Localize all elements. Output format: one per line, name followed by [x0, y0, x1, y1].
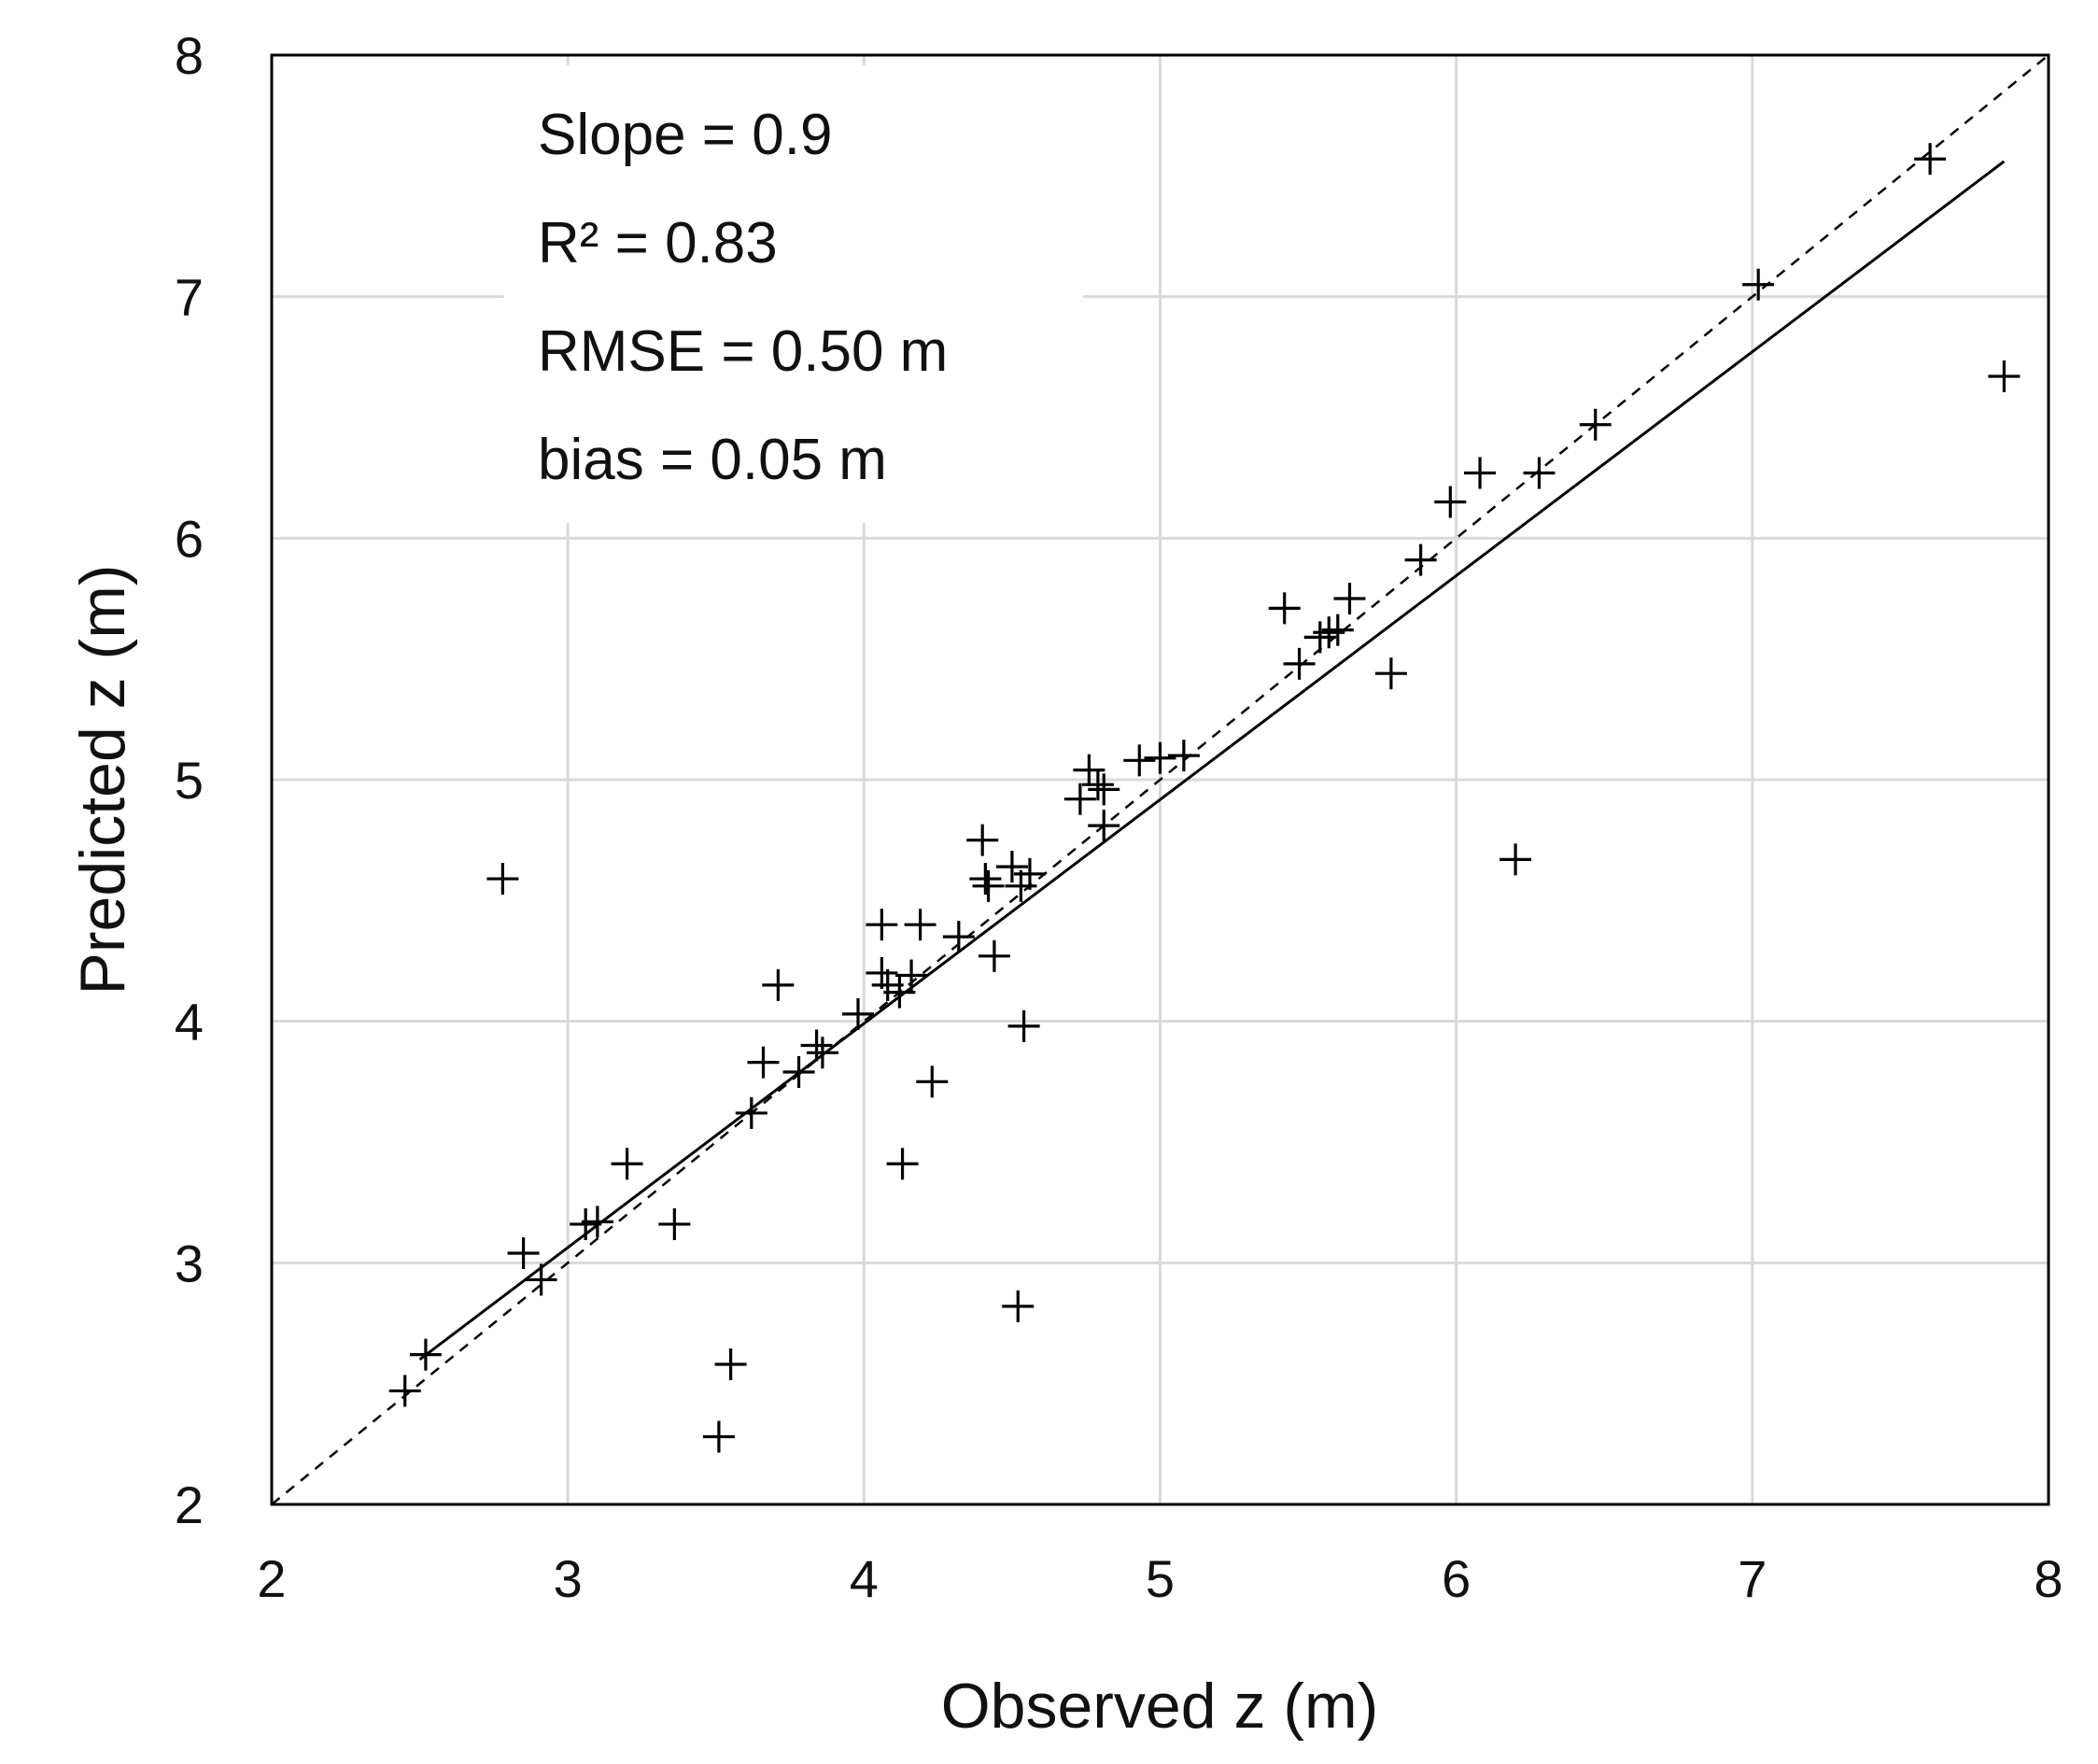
- data-points: [388, 143, 2021, 1453]
- data-point-53: [1434, 486, 1467, 518]
- y-tick-label-4: 4: [175, 993, 204, 1051]
- data-point-25: [904, 909, 936, 941]
- data-point-13: [747, 1046, 780, 1079]
- data-point-37: [1063, 783, 1096, 815]
- data-point-29: [969, 863, 1002, 896]
- data-point-36: [1013, 857, 1046, 890]
- data-point-50: [1333, 583, 1366, 614]
- data-point-40: [1088, 773, 1120, 806]
- data-point-55: [1500, 843, 1532, 876]
- data-point-4: [507, 1236, 540, 1269]
- stats-annotation: Slope = 0.9 R² = 0.83 RMSE = 0.50 m bias…: [538, 103, 948, 492]
- data-point-27: [942, 921, 975, 953]
- data-point-38: [1073, 754, 1105, 786]
- x-tick-label-5: 5: [1146, 1549, 1175, 1608]
- y-tick-label-2: 2: [175, 1475, 204, 1534]
- data-point-45: [1268, 592, 1301, 625]
- y-tick-label-8: 8: [175, 26, 204, 85]
- x-tick-label-7: 7: [1738, 1549, 1767, 1608]
- data-point-14: [762, 968, 795, 1001]
- data-point-56: [1523, 457, 1556, 489]
- data-point-15: [782, 1055, 815, 1088]
- data-point-31: [978, 939, 1010, 972]
- data-point-43: [1144, 741, 1176, 774]
- y-tick-label-7: 7: [175, 268, 204, 327]
- plot-frame: [270, 53, 2050, 1506]
- data-point-57: [1579, 408, 1612, 441]
- data-point-47: [1303, 621, 1336, 654]
- data-point-28: [966, 824, 999, 856]
- data-point-8: [611, 1148, 643, 1180]
- x-tick-label-2: 2: [257, 1549, 286, 1608]
- stat-r2: R² = 0.83: [538, 211, 778, 275]
- data-point-39: [1081, 769, 1114, 801]
- stat-rmse: RMSE = 0.50 m: [538, 319, 948, 384]
- reference-lines: [271, 54, 2049, 1505]
- data-point-42: [1123, 744, 1156, 777]
- data-point-10: [702, 1420, 735, 1453]
- data-point-11: [714, 1348, 747, 1380]
- data-point-20: [866, 909, 898, 941]
- data-point-33: [1002, 1290, 1035, 1322]
- data-point-46: [1283, 647, 1316, 680]
- data-point-17: [806, 1037, 838, 1069]
- data-point-59: [1914, 143, 1947, 176]
- data-point-34: [1005, 869, 1037, 902]
- y-axis-title: Predicted z (m): [67, 565, 138, 995]
- data-point-2: [409, 1338, 442, 1371]
- stats-box-background: [504, 65, 1083, 374]
- stat-bias: bias = 0.05 m: [538, 428, 887, 492]
- x-tick-labels: 2 3 4 5 6 7 8: [257, 1549, 2063, 1608]
- data-point-7: [581, 1206, 613, 1238]
- data-point-30: [972, 869, 1005, 902]
- y-tick-label-3: 3: [175, 1234, 204, 1292]
- stat-slope: Slope = 0.9: [538, 103, 832, 167]
- x-tick-label-4: 4: [850, 1549, 879, 1608]
- y-tick-labels: 2 3 4 5 6 7 8: [175, 26, 204, 1534]
- data-point-54: [1464, 457, 1497, 489]
- one-to-one-line: [271, 54, 2049, 1505]
- data-point-49: [1321, 614, 1354, 646]
- regression-line: [418, 160, 2006, 1361]
- x-tick-label-6: 6: [1442, 1549, 1471, 1608]
- data-point-3: [486, 863, 519, 896]
- data-point-44: [1167, 740, 1200, 772]
- data-point-9: [658, 1207, 691, 1240]
- x-axis-title: Observed z (m): [941, 1671, 1379, 1742]
- stats-box-background-lower: [523, 374, 896, 523]
- data-point-23: [886, 1148, 919, 1180]
- data-point-22: [883, 976, 916, 1009]
- y-tick-label-6: 6: [175, 509, 204, 568]
- data-point-60: [1988, 360, 2021, 393]
- data-point-24: [895, 959, 928, 992]
- data-point-52: [1404, 543, 1437, 576]
- y-tick-label-5: 5: [175, 751, 204, 810]
- x-tick-label-8: 8: [2034, 1549, 2063, 1608]
- data-point-26: [916, 1065, 949, 1098]
- data-point-51: [1374, 657, 1407, 690]
- data-point-5: [525, 1263, 557, 1296]
- data-point-32: [995, 851, 1028, 883]
- data-point-58: [1742, 268, 1775, 301]
- data-point-48: [1313, 616, 1345, 649]
- data-point-12: [735, 1096, 767, 1129]
- data-point-1: [388, 1375, 421, 1407]
- data-point-41: [1088, 810, 1120, 842]
- data-point-35: [1007, 1009, 1040, 1042]
- data-point-16: [800, 1029, 833, 1062]
- data-point-18: [841, 997, 874, 1030]
- x-tick-label-3: 3: [554, 1549, 583, 1608]
